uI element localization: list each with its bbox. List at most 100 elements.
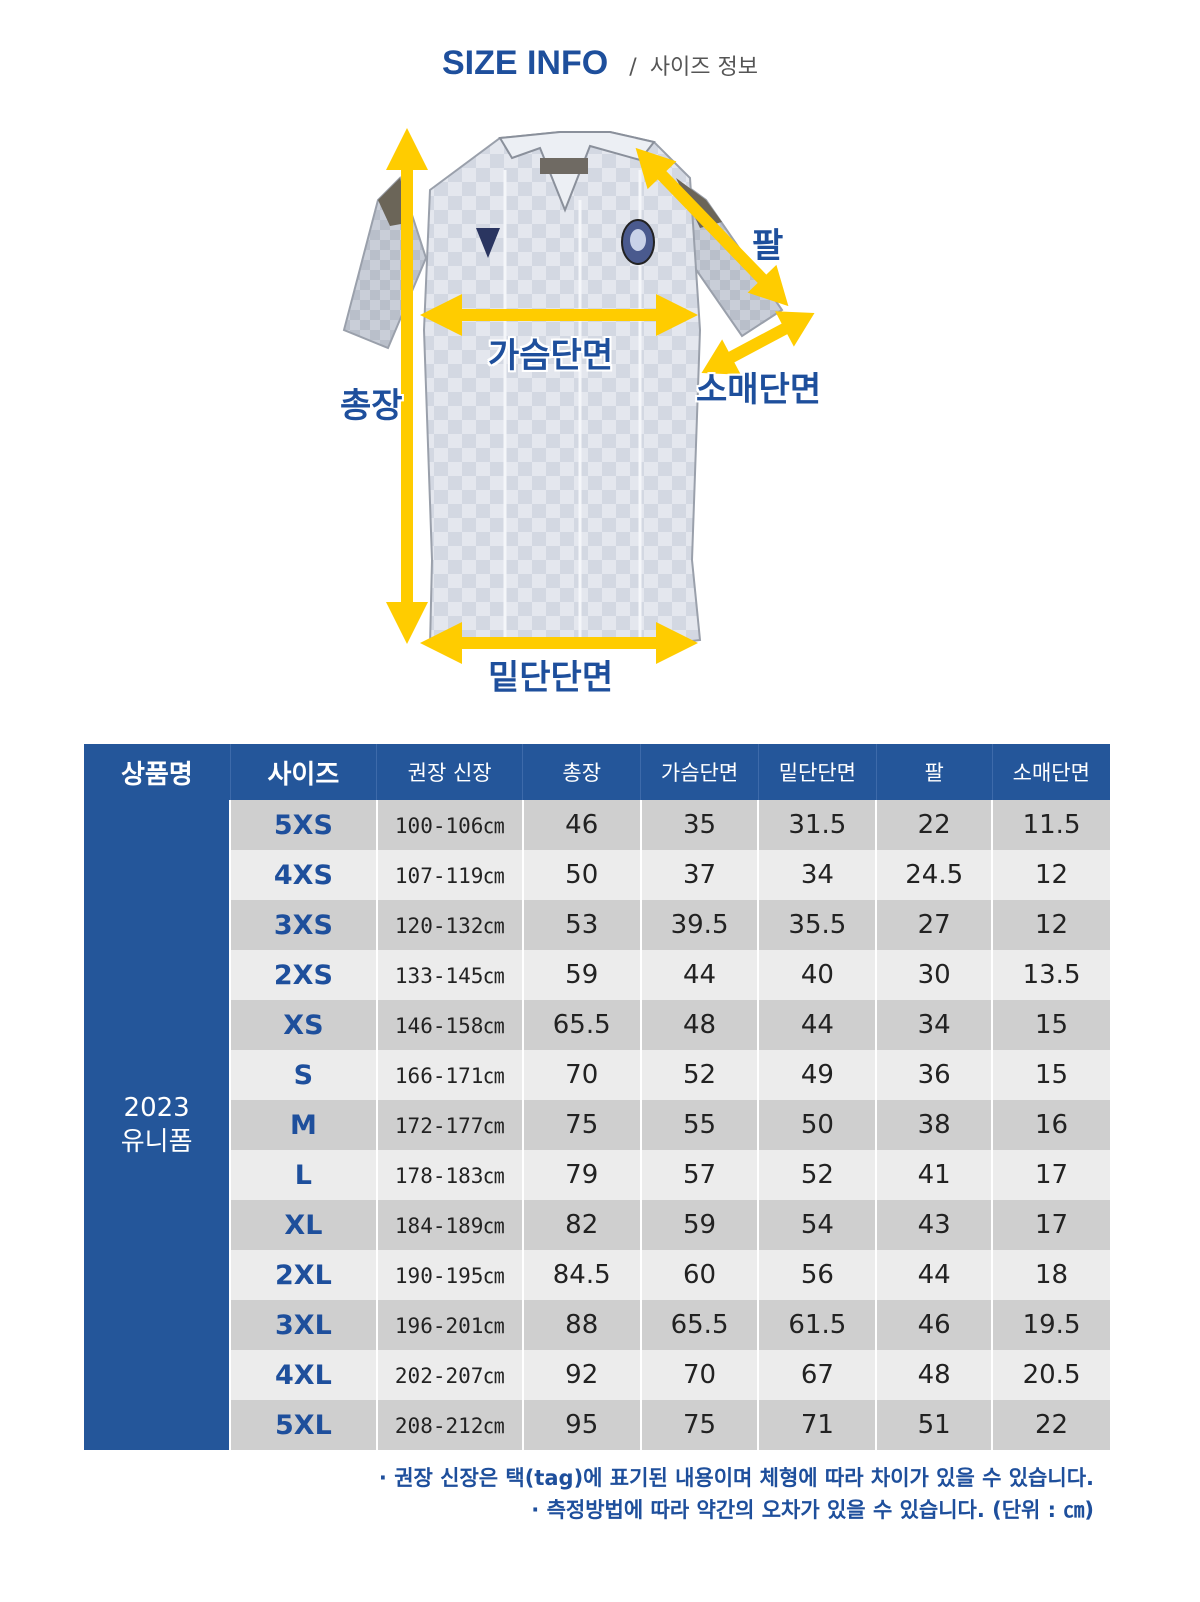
cell-length: 95 — [521, 1400, 641, 1450]
cell-size: 4XS — [229, 850, 377, 900]
cell-hem: 40 — [757, 950, 877, 1000]
cell-hem: 61.5 — [757, 1300, 877, 1350]
cell-length: 75 — [521, 1100, 641, 1150]
cell-opening: 19.5 — [991, 1300, 1110, 1350]
table-row: S 166-171㎝ 70 52 49 36 15 — [84, 1050, 1110, 1100]
cell-sleeve: 41 — [875, 1150, 993, 1200]
cell-size: 5XL — [229, 1400, 377, 1450]
cell-sleeve: 24.5 — [875, 850, 993, 900]
cell-size: M — [229, 1100, 377, 1150]
cell-length: 82 — [521, 1200, 641, 1250]
cell-length: 53 — [521, 900, 641, 950]
label-sleeve-opening: 소매단면 — [696, 370, 822, 410]
cell-opening: 18 — [991, 1250, 1110, 1300]
cell-chest: 48 — [639, 1000, 759, 1050]
cell-chest: 37 — [639, 850, 759, 900]
cell-hem: 56 — [757, 1250, 877, 1300]
cell-height: 178-183㎝ — [375, 1150, 523, 1200]
table-row: 4XS 107-119㎝ 50 37 34 24.5 12 — [84, 850, 1110, 900]
cell-chest: 60 — [639, 1250, 759, 1300]
cell-height: 190-195㎝ — [375, 1250, 523, 1300]
cell-size: S — [229, 1050, 377, 1100]
measurement-diagram: 총장 가슴단면 팔 소매단면 밑단단면 — [0, 0, 1200, 720]
size-table: 상품명 사이즈 권장 신장 총장 가슴단면 밑단단면 팔 소매단면 2023 유니… — [84, 744, 1110, 1450]
table-row: L 178-183㎝ 79 57 52 41 17 — [84, 1150, 1110, 1200]
cell-height: 100-106㎝ — [375, 800, 523, 850]
table-row: M 172-177㎝ 75 55 50 38 16 — [84, 1100, 1110, 1150]
cell-hem: 54 — [757, 1200, 877, 1250]
cell-height: 196-201㎝ — [375, 1300, 523, 1350]
cell-opening: 20.5 — [991, 1350, 1110, 1400]
cell-opening: 11.5 — [991, 800, 1110, 850]
product-name-cell: 2023 유니폼 — [84, 800, 231, 1450]
cell-height: 146-158㎝ — [375, 1000, 523, 1050]
table-row: XL 184-189㎝ 82 59 54 43 17 — [84, 1200, 1110, 1250]
cell-hem: 34 — [757, 850, 877, 900]
note-line-2: · 측정방법에 따라 약간의 오차가 있을 수 있습니다. (단위 : ㎝) — [531, 1498, 1094, 1522]
table-row: 5XL 208-212㎝ 95 75 71 51 22 — [84, 1400, 1110, 1450]
note-line-1: · 권장 신장은 택(tag)에 표기된 내용이며 체형에 따라 차이가 있을 … — [378, 1466, 1094, 1490]
cell-sleeve: 27 — [875, 900, 993, 950]
title-separator: / — [629, 55, 637, 80]
cell-hem: 49 — [757, 1050, 877, 1100]
jersey-body — [422, 131, 702, 650]
table-row: 2XL 190-195㎝ 84.5 60 56 44 18 — [84, 1250, 1110, 1300]
header-length: 총장 — [522, 744, 641, 800]
cell-height: 184-189㎝ — [375, 1200, 523, 1250]
notes: · 권장 신장은 택(tag)에 표기된 내용이며 체형에 따라 차이가 있을 … — [379, 1462, 1094, 1526]
cell-size: 5XS — [229, 800, 377, 850]
cell-size: 4XL — [229, 1350, 377, 1400]
product-name-line2: 유니폼 — [120, 1127, 193, 1157]
cell-size: 2XS — [229, 950, 377, 1000]
cell-hem: 44 — [757, 1000, 877, 1050]
header-size: 사이즈 — [229, 744, 377, 800]
cell-hem: 52 — [757, 1150, 877, 1200]
title-ko: 사이즈 정보 — [649, 55, 759, 80]
cell-opening: 15 — [991, 1050, 1110, 1100]
label-sleeve: 팔 — [752, 226, 784, 266]
cell-length: 79 — [521, 1150, 641, 1200]
cell-hem: 71 — [757, 1400, 877, 1450]
cell-opening: 16 — [991, 1100, 1110, 1150]
cell-length: 70 — [521, 1050, 641, 1100]
cell-length: 59 — [521, 950, 641, 1000]
cell-opening: 17 — [991, 1200, 1110, 1250]
cell-opening: 15 — [991, 1000, 1110, 1050]
cell-size: L — [229, 1150, 377, 1200]
cell-chest: 75 — [639, 1400, 759, 1450]
table-row: 2XS 133-145㎝ 59 44 40 30 13.5 — [84, 950, 1110, 1000]
cell-sleeve: 38 — [875, 1100, 993, 1150]
cell-size: XS — [229, 1000, 377, 1050]
cell-opening: 12 — [991, 900, 1110, 950]
page-header: SIZE INFO / 사이즈 정보 — [0, 44, 1200, 83]
cell-chest: 57 — [639, 1150, 759, 1200]
cell-chest: 39.5 — [639, 900, 759, 950]
table-row: 4XL 202-207㎝ 92 70 67 48 20.5 — [84, 1350, 1110, 1400]
table-row: 3XS 120-132㎝ 53 39.5 35.5 27 12 — [84, 900, 1110, 950]
cell-hem: 35.5 — [757, 900, 877, 950]
cell-height: 133-145㎝ — [375, 950, 523, 1000]
cell-length: 65.5 — [521, 1000, 641, 1050]
cell-hem: 67 — [757, 1350, 877, 1400]
cell-chest: 59 — [639, 1200, 759, 1250]
cell-length: 92 — [521, 1350, 641, 1400]
title-en: SIZE INFO — [441, 44, 609, 82]
jersey-illustration — [342, 128, 815, 664]
cell-size: XL — [229, 1200, 377, 1250]
label-chest-width: 가슴단면 — [488, 336, 614, 376]
cell-size: 3XL — [229, 1300, 377, 1350]
cell-sleeve: 43 — [875, 1200, 993, 1250]
cell-opening: 12 — [991, 850, 1110, 900]
cell-height: 120-132㎝ — [375, 900, 523, 950]
cell-opening: 22 — [991, 1400, 1110, 1450]
cell-height: 208-212㎝ — [375, 1400, 523, 1450]
cell-chest: 70 — [639, 1350, 759, 1400]
header-product: 상품명 — [84, 744, 231, 800]
cell-length: 46 — [521, 800, 641, 850]
header-chest: 가슴단면 — [640, 744, 759, 800]
cell-height: 107-119㎝ — [375, 850, 523, 900]
cell-length: 84.5 — [521, 1250, 641, 1300]
cell-height: 166-171㎝ — [375, 1050, 523, 1100]
cell-length: 88 — [521, 1300, 641, 1350]
cell-size: 2XL — [229, 1250, 377, 1300]
